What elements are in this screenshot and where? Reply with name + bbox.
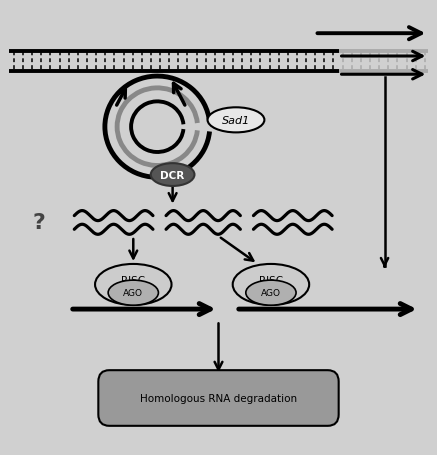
Ellipse shape (95, 264, 171, 305)
Ellipse shape (246, 280, 296, 306)
Ellipse shape (208, 108, 264, 133)
Text: RISC: RISC (259, 275, 283, 285)
Text: RISC: RISC (121, 275, 146, 285)
Ellipse shape (232, 264, 309, 305)
Text: ?: ? (33, 213, 46, 233)
Ellipse shape (108, 280, 158, 306)
Text: DCR: DCR (160, 170, 185, 180)
Text: Homologous RNA degradation: Homologous RNA degradation (140, 393, 297, 403)
Text: Sad1: Sad1 (222, 116, 250, 126)
FancyBboxPatch shape (98, 370, 339, 426)
Ellipse shape (151, 164, 194, 187)
Text: AGO: AGO (123, 288, 143, 298)
Text: AGO: AGO (261, 288, 281, 298)
